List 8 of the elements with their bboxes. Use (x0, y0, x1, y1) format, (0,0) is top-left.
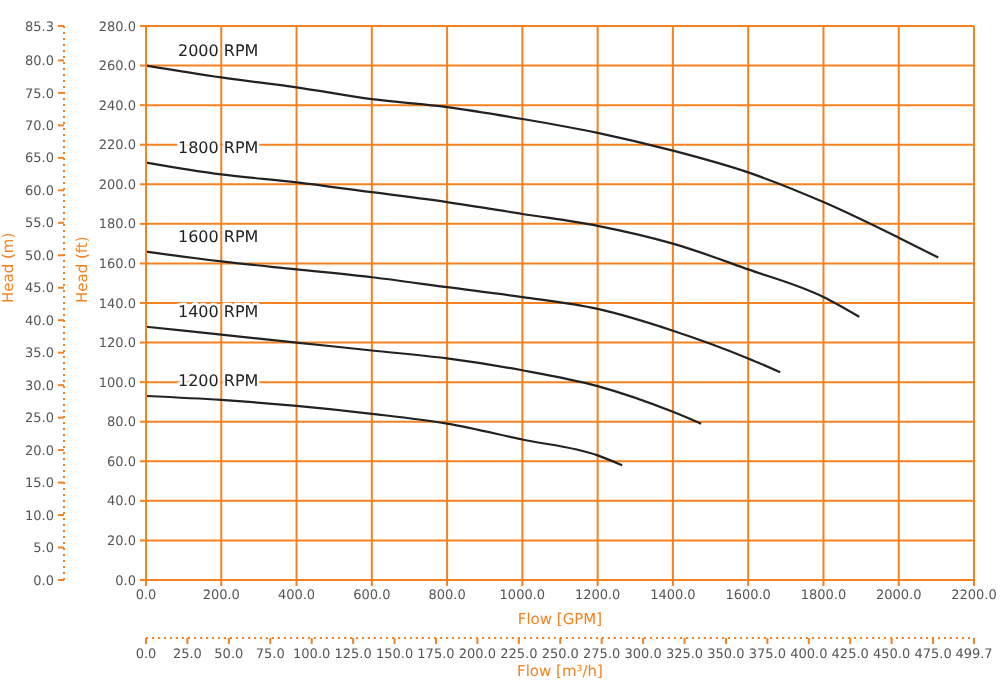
series-label: 2000 RPM (178, 41, 259, 60)
series-label: 1400 RPM (178, 302, 259, 321)
line-series (146, 64, 940, 259)
series-label: 1600 RPM (178, 227, 259, 246)
line-series (146, 394, 624, 467)
line-series (146, 250, 782, 374)
line-series (146, 325, 703, 425)
line-series (146, 161, 861, 318)
